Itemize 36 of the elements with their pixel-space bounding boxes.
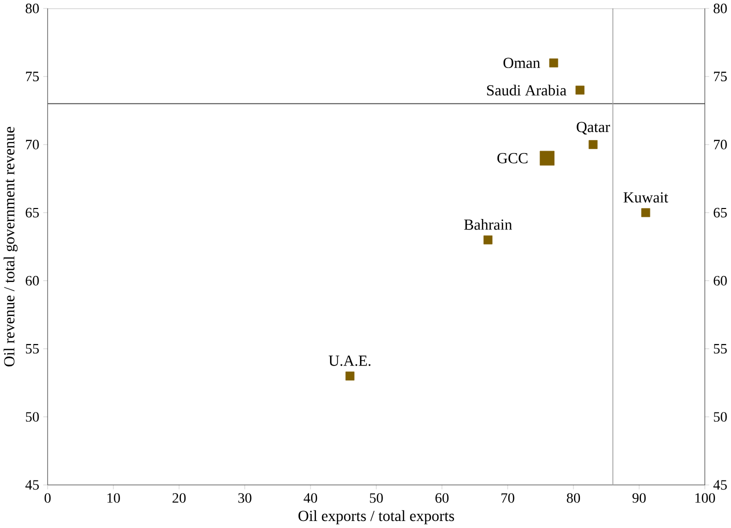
- x-tick-label: 100: [695, 493, 715, 503]
- y-tick-label: 50: [26, 412, 39, 422]
- y-axis-title: Oil revenue / total government revenue: [4, 126, 18, 366]
- x-tick-label: 90: [632, 493, 646, 503]
- x-tick-label: 10: [107, 493, 120, 503]
- annotation: Saudi Arabia: [487, 84, 566, 96]
- y2-tick-label: 75: [714, 72, 727, 82]
- y2-tick-label: 50: [714, 412, 727, 422]
- annotation: U.A.E.: [328, 356, 370, 366]
- x-tick-label: 60: [435, 493, 449, 503]
- x-tick-label: 80: [566, 493, 580, 503]
- y-tick-label: 70: [26, 140, 39, 150]
- x-tick-label: 70: [502, 493, 514, 503]
- x-tick-label: 30: [238, 493, 252, 503]
- y2-tick-label: 55: [714, 344, 727, 354]
- y2-tick-label: 45: [713, 480, 727, 490]
- x-tick-label: 40: [304, 493, 318, 503]
- x-axis-title: Oil exports / total exports: [298, 510, 454, 524]
- annotation: Kuwait: [624, 192, 668, 203]
- y2-tick-label: 65: [714, 208, 727, 218]
- x-tick-label: 0: [44, 493, 51, 503]
- y-tick-label: 55: [26, 344, 39, 354]
- x-tick-label: 50: [370, 493, 383, 503]
- y-tick-label: 75: [26, 72, 39, 82]
- y-tick-label: 65: [26, 208, 39, 218]
- y2-tick-label: 70: [714, 140, 727, 150]
- x-tick-label: 20: [172, 493, 186, 503]
- y2-tick-label: 80: [714, 4, 727, 14]
- y2-tick-label: 60: [714, 276, 727, 286]
- annotation: Bahrain: [464, 219, 512, 230]
- y-tick-label: 60: [26, 276, 39, 286]
- annotation: GCC: [497, 153, 528, 164]
- annotation: Oman: [503, 58, 540, 68]
- y-tick-label: 45: [25, 480, 39, 490]
- annotation: Qatar: [576, 122, 610, 135]
- y-tick-label: 80: [26, 4, 39, 14]
